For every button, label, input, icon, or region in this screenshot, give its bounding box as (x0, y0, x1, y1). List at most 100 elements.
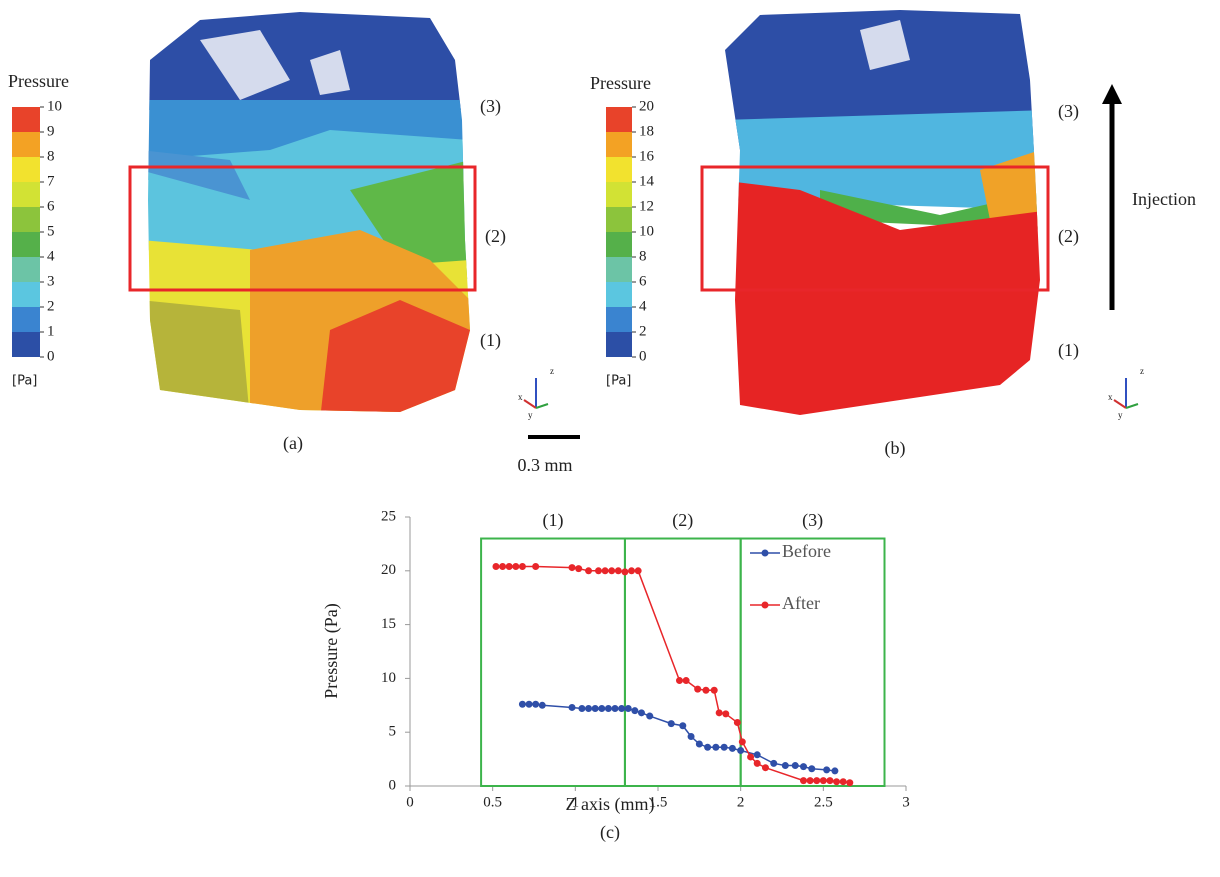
triad-label: y (1118, 410, 1123, 420)
data-point (687, 733, 695, 741)
triad: z x y z x y (518, 366, 1144, 420)
data-point (568, 564, 576, 572)
data-point (575, 565, 583, 573)
data-point (578, 705, 586, 713)
y-tick-label: 20 (381, 562, 396, 578)
data-point (695, 740, 703, 748)
data-point (675, 677, 683, 685)
data-point (702, 686, 710, 694)
data-point (518, 562, 526, 570)
data-point (813, 777, 821, 785)
data-point (761, 764, 769, 772)
data-point (737, 746, 745, 754)
colorbar-tick-label: 4 (47, 248, 55, 264)
data-point (694, 685, 702, 693)
data-point (594, 567, 602, 575)
scale-label: 0.3 mm (517, 455, 572, 475)
data-point (568, 703, 576, 711)
colorbar-tick-label: 16 (639, 148, 655, 164)
region-label: (2) (1058, 226, 1079, 247)
data-point (831, 767, 839, 775)
data-point (710, 686, 718, 694)
colorbar-segment (606, 157, 632, 182)
triad-label: y (528, 410, 533, 420)
caption: (b) (885, 438, 906, 459)
data-point (532, 562, 540, 570)
data-point (791, 762, 799, 770)
colorbar-segment (606, 107, 632, 132)
colorbar-tick-label: 14 (639, 173, 655, 189)
data-point (608, 567, 616, 575)
y-tick-label: 25 (381, 508, 396, 524)
region-label: (3) (1058, 101, 1079, 122)
colorbar-segment (12, 182, 40, 207)
colorbar-tick-label: 4 (639, 298, 647, 314)
colorbar-segment (606, 257, 632, 282)
region-label: (3) (802, 510, 823, 531)
data-point (839, 778, 847, 786)
arrow-label: Injection (1132, 189, 1196, 209)
colorbar-tick-label: 7 (47, 173, 55, 189)
data-point (704, 743, 712, 751)
series-line (522, 703, 836, 772)
data-point (538, 701, 546, 709)
colorbar-tick-label: 0 (47, 348, 55, 364)
colorbar-segment (606, 332, 632, 357)
region-label: (3) (480, 96, 501, 117)
data-point (505, 562, 513, 570)
colorbar-segment (12, 132, 40, 157)
colorbar-tick-label: 10 (639, 223, 654, 239)
data-point (753, 759, 761, 767)
colorbar-tick-label: 8 (639, 248, 647, 264)
data-point (799, 763, 807, 771)
data-point (611, 705, 619, 713)
y-tick-label: 0 (389, 777, 397, 793)
colorbar-segment (606, 232, 632, 257)
x-tick-label: 2.5 (814, 794, 833, 810)
data-point (518, 700, 526, 708)
data-point (715, 709, 723, 717)
y-tick-label: 10 (381, 670, 396, 686)
colorbar-tick-label: 9 (47, 123, 55, 139)
colorbar-tick-label: 3 (47, 273, 55, 289)
data-point (667, 720, 675, 728)
region-label: (2) (485, 226, 506, 247)
data-point (806, 777, 814, 785)
colorbar-segment (606, 207, 632, 232)
y-tick-label: 15 (381, 616, 396, 632)
legend-marker (761, 601, 769, 609)
render-a (148, 12, 470, 412)
colorbar-segment (12, 282, 40, 307)
x-tick-label: 1.5 (649, 794, 668, 810)
colorbar-segment (12, 307, 40, 332)
arrow-head (1102, 84, 1122, 104)
colorbar-tick-label: 12 (639, 198, 654, 214)
data-point (631, 707, 639, 715)
data-point (753, 751, 761, 759)
data-point (770, 759, 778, 767)
colorbar-segment (12, 107, 40, 132)
colorbar-segment (12, 332, 40, 357)
data-point (819, 777, 827, 785)
data-point (614, 567, 622, 575)
region-label: (2) (672, 510, 693, 531)
y-axis-label: Pressure (Pa) (321, 603, 342, 698)
data-point (512, 562, 520, 570)
x-tick-label: 3 (902, 794, 910, 810)
data-point (499, 562, 507, 570)
data-point (492, 562, 500, 570)
region-label: (1) (1058, 340, 1079, 361)
data-point (585, 705, 593, 713)
colorbar-segment (12, 232, 40, 257)
colorbar-tick-label: 6 (47, 198, 55, 214)
data-point (682, 677, 690, 685)
region-label: (1) (543, 510, 564, 531)
colorbar-segment (606, 282, 632, 307)
triad-label: z (550, 366, 554, 376)
data-point (604, 705, 612, 713)
x-tick-label: 0 (406, 794, 414, 810)
colorbar-segment (12, 207, 40, 232)
triad-label: x (518, 392, 523, 402)
colorbar-tick-label: 2 (639, 323, 647, 339)
colorbar-segment (12, 157, 40, 182)
